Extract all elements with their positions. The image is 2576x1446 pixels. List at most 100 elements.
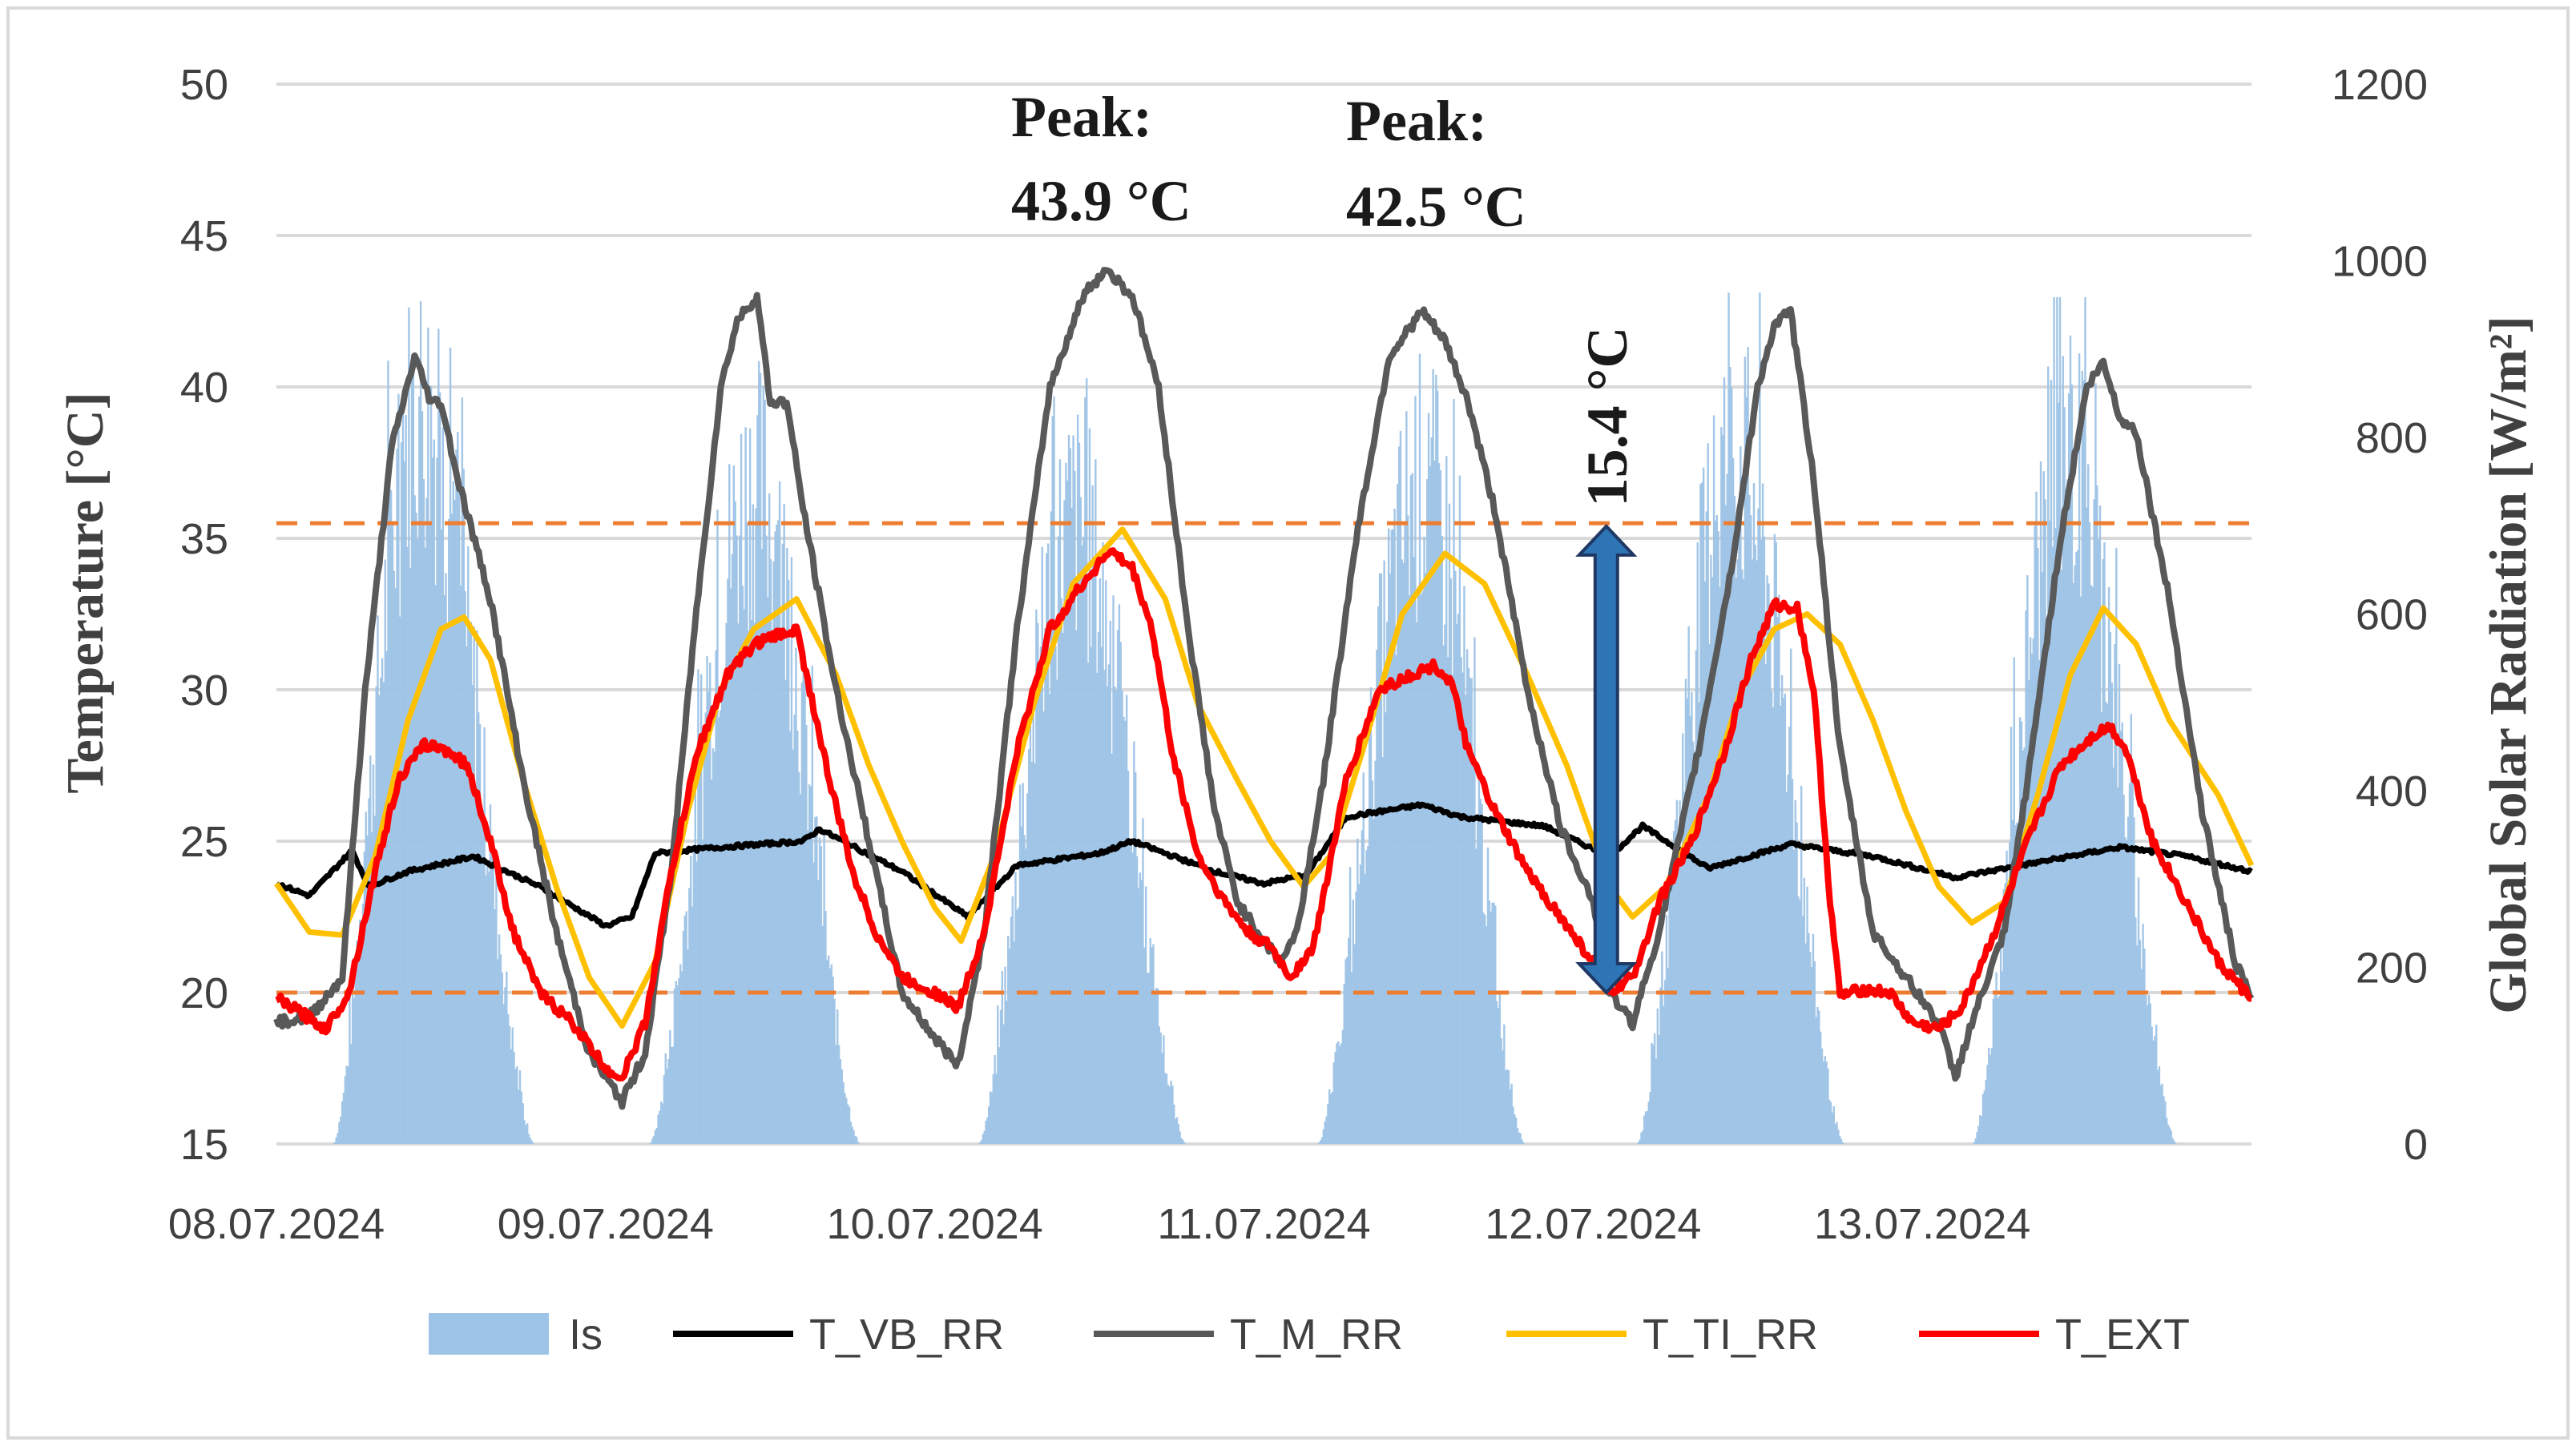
radiation-bar [848,1106,851,1144]
radiation-bar [454,499,456,1144]
radiation-bar [823,835,825,1144]
radiation-bar [366,835,369,1144]
radiation-bar [1436,390,1439,1145]
radiation-bar [1102,542,1104,1144]
radiation-bar [471,684,474,1144]
radiation-bar [1522,1142,1525,1144]
radiation-bar [1834,1124,1836,1144]
radiation-bar [854,1136,857,1144]
radiation-bar [2069,335,2072,1145]
peak1-label: Peak: [1011,85,1152,149]
radiation-bar [2006,850,2008,1144]
radiation-bar [1747,347,1749,1144]
radiation-bar [1752,482,1756,1144]
radiation-bar [1815,1017,1817,1144]
radiation-bar [1780,705,1782,1144]
radiation-bar [1152,944,1155,1144]
radiation-bar [1427,413,1430,1144]
radiation-bar [1505,1070,1507,1144]
radiation-bar [1995,972,1998,1144]
radiation-bar [1674,820,1677,1144]
radiation-bar [436,457,438,1144]
radiation-bar [462,469,465,1144]
radiation-bar [769,559,772,1144]
radiation-bar [1475,848,1477,1144]
radiation-bar [1691,741,1695,1144]
radiation-bar [2096,485,2098,1144]
radiation-bar [1056,679,1058,1144]
delta-label: 15.4 °C [1575,327,1639,507]
radiation-bar [1670,884,1672,1144]
radiation-bar [446,623,449,1144]
radiation-bar [1456,623,1458,1144]
radiation-bar [335,1137,337,1144]
radiation-bar [2114,643,2116,1144]
radiation-bar [1484,914,1486,1144]
radiation-bar [2121,722,2123,1144]
radiation-bar [703,728,706,1144]
radiation-bar [2050,380,2053,1144]
radiation-bar [1512,1106,1514,1144]
radiation-bar [2170,1130,2172,1144]
radiation-bar [2143,949,2146,1144]
radiation-bar [2112,767,2114,1144]
radiation-bar [2109,632,2112,1144]
radiation-bar [1806,886,1808,1144]
radiation-bar [983,1130,986,1144]
radiation-bar [1062,633,1064,1144]
radiation-bar [1320,1137,1324,1144]
radiation-bar [2044,499,2046,1144]
radiation-bar [529,1138,532,1144]
radiation-bar [1516,1127,1519,1144]
radiation-bar [1404,522,1406,1144]
radiation-bar [373,816,377,1144]
radiation-bar [1355,892,1357,1144]
x-tick-label: 11.07.2024 [1157,1200,1370,1248]
radiation-bar [415,512,417,1144]
radiation-bar [2010,727,2013,1144]
radiation-bar [1318,1142,1320,1144]
radiation-bar [506,971,508,1144]
radiation-bar [344,1076,347,1144]
radiation-bar [1075,630,1078,1144]
series-line-t-ti-rr [274,526,2255,1029]
radiation-bar [405,415,407,1144]
radiation-bar [743,609,745,1144]
radiation-bar [1337,1041,1340,1144]
radiation-bar [1106,686,1109,1144]
radiation-bar [2147,994,2151,1144]
radiation-bar [431,457,434,1144]
series-line-t-ext [275,547,2253,1081]
radiation-bar [486,866,489,1144]
radiation-bar [1069,448,1072,1144]
radiation-bar [800,682,804,1144]
radiation-bar [1158,1026,1161,1144]
radiation-bar [2130,714,2133,1144]
radiation-bar [1990,1048,1993,1144]
radiation-bar [530,1140,533,1144]
radiation-bar [796,730,799,1144]
legend-label: T_EXT [2055,1311,2190,1359]
radiation-bar [2128,783,2131,1144]
radiation-bar [1387,528,1390,1144]
radiation-bar [1643,1115,1646,1144]
radiation-bar [805,725,808,1144]
radiation-bar [516,1066,518,1144]
radiation-bar [699,674,703,1144]
radiation-bar [685,911,687,1144]
radiation-bar [1124,720,1127,1144]
y2-tick-label: 1000 [2332,238,2428,286]
radiation-bar [2002,888,2006,1144]
radiation-bar [1460,657,1462,1144]
radiation-bar [440,530,443,1144]
radiation-bar [1175,1117,1179,1144]
radiation-bar [403,461,405,1144]
radiation-bar [1686,698,1688,1144]
radiation-bar [1766,575,1768,1144]
radiation-bar [1094,459,1097,1144]
radiation-bar [1444,624,1446,1144]
radiation-bar [1684,679,1687,1144]
radiation-bar [1072,435,1074,1144]
radiation-bar [772,561,775,1144]
radiation-bar [1170,1081,1172,1144]
